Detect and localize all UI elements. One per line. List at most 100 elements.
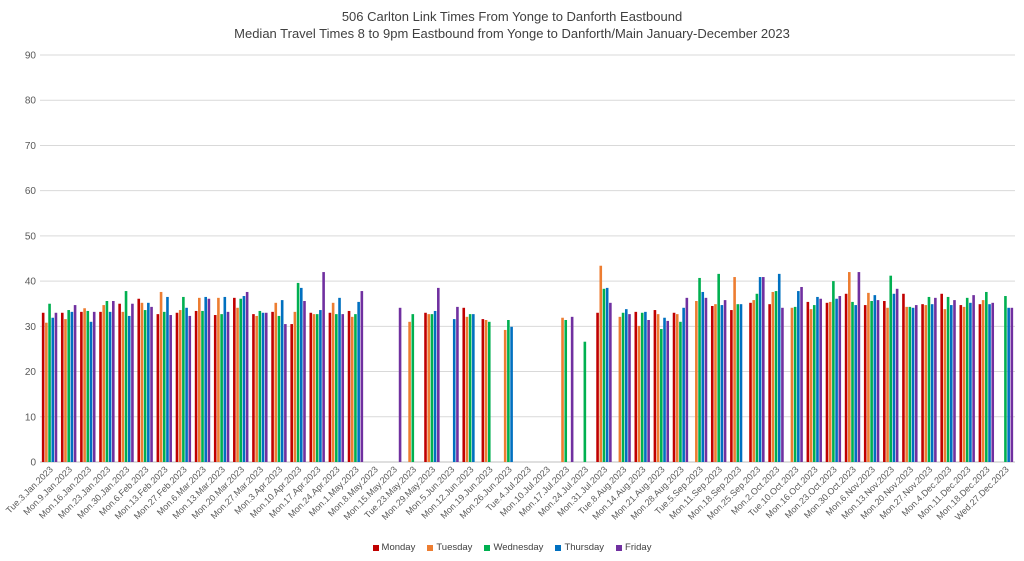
bar-wednesday bbox=[946, 296, 950, 462]
bar-friday bbox=[570, 316, 574, 462]
bar-thursday bbox=[644, 311, 647, 462]
bar-thursday bbox=[720, 305, 724, 462]
legend-item-wednesday: Wednesday bbox=[484, 542, 543, 553]
bar-friday bbox=[723, 300, 727, 462]
bar-friday bbox=[188, 315, 192, 462]
bar-thursday bbox=[223, 296, 227, 462]
bar-friday bbox=[150, 306, 153, 462]
bar-thursday bbox=[89, 321, 93, 462]
bar-tuesday bbox=[198, 297, 201, 462]
bar-wednesday bbox=[832, 281, 835, 462]
bar-tuesday bbox=[178, 310, 182, 462]
bar-wednesday bbox=[736, 304, 740, 462]
bar-wednesday bbox=[755, 293, 759, 462]
bar-thursday bbox=[911, 307, 915, 462]
legend-swatch bbox=[616, 544, 623, 551]
bar-tuesday bbox=[599, 265, 603, 462]
bar-tuesday bbox=[121, 311, 125, 462]
chart-subtitle: Median Travel Times 8 to 9pm Eastbound f… bbox=[234, 26, 790, 41]
legend-item-thursday: Thursday bbox=[555, 542, 604, 553]
bar-tuesday bbox=[962, 306, 966, 462]
bar-thursday bbox=[108, 311, 112, 462]
bar-thursday bbox=[185, 307, 188, 462]
bar-friday bbox=[685, 297, 689, 462]
legend-item-monday: Monday bbox=[372, 542, 415, 553]
bar-friday bbox=[284, 324, 287, 462]
bar-monday bbox=[137, 298, 141, 462]
bar-thursday bbox=[204, 296, 207, 462]
bar-thursday bbox=[969, 302, 972, 462]
bar-friday bbox=[54, 312, 58, 462]
bar-tuesday bbox=[331, 302, 335, 462]
bar-monday bbox=[80, 311, 83, 462]
bar-thursday bbox=[166, 296, 169, 462]
bar-tuesday bbox=[140, 302, 144, 462]
bar-wednesday bbox=[239, 298, 243, 462]
bar-monday bbox=[99, 311, 102, 462]
bar-wednesday bbox=[965, 297, 969, 462]
y-tick-label: 80 bbox=[25, 96, 37, 107]
bar-monday bbox=[424, 312, 427, 462]
y-tick-label: 20 bbox=[25, 367, 37, 378]
legend-item-friday: Friday bbox=[616, 542, 651, 553]
bar-wednesday bbox=[621, 312, 625, 462]
bar-wednesday bbox=[48, 303, 51, 462]
bar-monday bbox=[672, 312, 676, 462]
bar-friday bbox=[876, 300, 880, 462]
bar-wednesday bbox=[583, 341, 587, 462]
legend-swatch bbox=[555, 544, 562, 551]
bar-wednesday bbox=[985, 291, 988, 462]
legend-item-tuesday: Tuesday bbox=[427, 542, 472, 553]
bar-friday bbox=[991, 302, 995, 462]
y-tick-label: 60 bbox=[25, 186, 37, 197]
bar-monday bbox=[481, 319, 485, 462]
bar-thursday bbox=[930, 304, 934, 462]
bar-wednesday bbox=[679, 321, 682, 462]
bar-thursday bbox=[739, 304, 743, 462]
bar-monday bbox=[863, 305, 867, 462]
bar-thursday bbox=[1007, 307, 1010, 462]
y-tick-label: 30 bbox=[25, 322, 37, 333]
bar-friday bbox=[895, 288, 899, 462]
bar-wednesday bbox=[124, 291, 128, 462]
bar-wednesday bbox=[717, 273, 720, 462]
bar-thursday bbox=[510, 326, 513, 462]
bar-thursday bbox=[816, 296, 819, 462]
bar-friday bbox=[972, 295, 975, 462]
bar-tuesday bbox=[981, 300, 985, 462]
bar-thursday bbox=[452, 319, 456, 462]
bar-thursday bbox=[854, 305, 857, 462]
bar-monday bbox=[309, 312, 313, 462]
bar-friday bbox=[131, 303, 134, 462]
bar-tuesday bbox=[656, 314, 660, 462]
bar-thursday bbox=[663, 317, 666, 462]
legend-swatch bbox=[427, 544, 434, 551]
legend-label: Friday bbox=[625, 542, 652, 553]
bar-thursday bbox=[873, 295, 877, 462]
bar-wednesday bbox=[86, 310, 90, 462]
bar-friday bbox=[609, 302, 612, 462]
chart-title: 506 Carlton Link Times From Yonge to Dan… bbox=[341, 9, 683, 24]
bar-wednesday bbox=[660, 329, 663, 462]
bar-wednesday bbox=[468, 314, 472, 462]
bar-thursday bbox=[147, 302, 150, 462]
bar-wednesday bbox=[105, 301, 109, 462]
bar-monday bbox=[844, 293, 848, 462]
bar-tuesday bbox=[637, 325, 641, 462]
legend-label: Tuesday bbox=[436, 542, 473, 553]
bar-tuesday bbox=[45, 322, 48, 462]
bar-wednesday bbox=[927, 296, 931, 462]
bar-friday bbox=[914, 305, 918, 462]
bar-monday bbox=[156, 314, 160, 462]
bar-thursday bbox=[892, 293, 896, 462]
bar-tuesday bbox=[427, 314, 431, 462]
bar-friday bbox=[953, 300, 956, 462]
bar-tuesday bbox=[790, 307, 794, 462]
bar-wednesday bbox=[162, 311, 166, 462]
bar-friday bbox=[169, 315, 172, 462]
bar-wednesday bbox=[67, 310, 70, 462]
bar-tuesday bbox=[83, 308, 86, 462]
y-tick-label: 10 bbox=[25, 412, 37, 423]
bar-tuesday bbox=[561, 317, 564, 462]
bar-monday bbox=[175, 312, 179, 462]
